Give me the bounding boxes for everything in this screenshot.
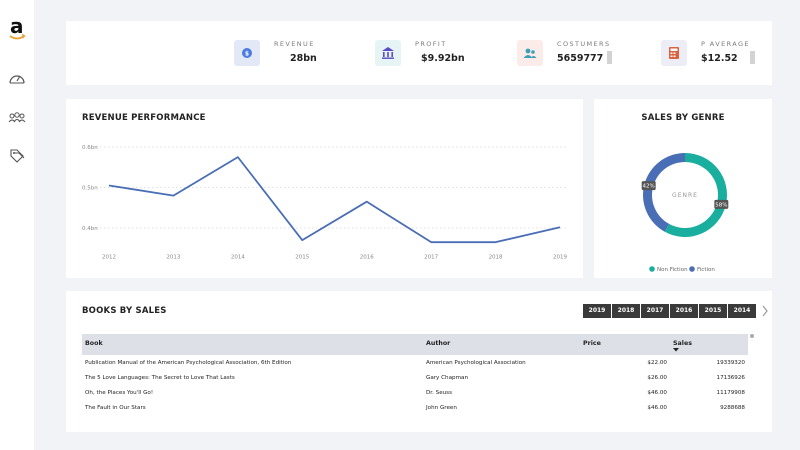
x-tick-label: 2018 [489,255,503,261]
x-tick-label: 2016 [360,255,374,261]
y-tick-label: 0.4bn [82,226,98,232]
legend-dot [689,266,695,272]
header-author[interactable]: Author [426,340,451,347]
tags-icon[interactable] [7,146,27,166]
legend-dot [649,266,655,272]
kpi-profit-value: $9.92bn [421,53,465,64]
revenue-data-point[interactable] [366,200,368,202]
sales-by-genre-card: SALES BY GENRE 58% 42% GENRE Non Fiction Fic… [594,99,772,278]
legend-label[interactable]: Non Fiction [657,267,688,273]
table-header: Book Author Price Sales [82,334,748,355]
revenue-data-point[interactable] [237,156,239,158]
x-tick-label: 2012 [102,255,116,261]
kpi-customers-icon-box [517,40,543,66]
cell-price: $46.00 [647,405,667,411]
table-row[interactable]: The Fault in Our Stars John Green $46.00… [82,402,748,416]
people-icon[interactable] [7,108,27,128]
cell-book: The Fault in Our Stars [85,405,146,411]
amazon-logo-letter: a [10,14,24,38]
scrollbar-thumb[interactable] [750,334,754,338]
y-tick-label: 0.5bn [82,186,98,192]
genre-slice-non-fiction[interactable] [664,153,727,237]
slice-label-bg [714,199,729,209]
kpi-customers-bar [607,51,612,64]
kpi-profit-label: PROFIT [415,40,447,48]
chevron-right-icon[interactable] [760,304,770,318]
revenue-performance-card: REVENUE PERFORMANCE 0.6bn 0.5bn 0.4bn 2012 2… [66,99,583,278]
x-tick-label: 2013 [166,255,180,261]
genre-chart-title: SALES BY GENRE [641,113,725,123]
table-row[interactable]: Publication Manual of the American Psych… [82,357,748,371]
cell-price: $46.00 [647,390,667,396]
kpi-paverage-value: $12.52 [701,53,738,64]
header-price[interactable]: Price [583,340,601,347]
header-sales[interactable]: Sales [673,340,692,347]
kpi-customers-label: COSTUMERS [557,40,611,48]
cell-author: Dr. Seuss [426,390,453,396]
sidebar: a [0,0,34,450]
books-title: BOOKS BY SALES [82,306,167,316]
cell-book: The 5 Love Languages: The Secret to Love… [85,375,235,381]
cell-sales: 9288688 [720,405,745,411]
year-filter-2017[interactable]: 2017 [641,304,669,318]
revenue-data-point[interactable] [108,184,110,186]
revenue-data-point[interactable] [494,241,496,243]
kpi-card [66,21,772,85]
cell-sales: 19339320 [716,360,745,366]
slice-label: 42% [643,184,655,190]
table-row[interactable]: Oh, the Places You'll Go! Dr. Seuss $46.… [82,387,748,401]
kpi-paverage-icon-box [661,40,687,66]
cell-book: Oh, the Places You'll Go! [85,390,154,396]
legend-label[interactable]: Fiction [697,267,715,273]
kpi-profit-icon-box [375,40,401,66]
revenue-chart-title: REVENUE PERFORMANCE [82,113,206,123]
cell-book: Publication Manual of the American Psych… [85,360,292,366]
revenue-data-point[interactable] [172,194,174,196]
year-filter-2014[interactable]: 2014 [728,304,756,318]
revenue-data-point[interactable] [559,226,561,228]
year-filter-2019[interactable]: 2019 [583,304,611,318]
revenue-data-point[interactable] [430,241,432,243]
svg-text:$: $ [245,51,249,58]
kpi-customers-value: 5659777 [557,53,604,64]
cell-author: Gary Chapman [426,375,469,381]
cell-sales: 11179908 [716,390,745,396]
slice-label-bg [641,181,656,191]
y-tick-label: 0.6bn [82,145,98,151]
cell-author: American Psychological Association [426,360,526,366]
cell-author: John Green [426,405,457,411]
year-filter-2016[interactable]: 2016 [670,304,698,318]
x-tick-label: 2017 [424,255,438,261]
genre-slice-fiction[interactable] [643,153,685,232]
x-tick-label: 2019 [553,255,567,261]
year-filter-2015[interactable]: 2015 [699,304,727,318]
amazon-logo[interactable]: a [5,14,29,44]
year-filter-2018[interactable]: 2018 [612,304,640,318]
slice-label: 58% [715,202,727,208]
kpi-paverage-label: P AVERAGE [701,40,750,48]
revenue-data-point[interactable] [301,239,303,241]
calculator-icon [669,47,679,59]
x-tick-label: 2015 [295,255,309,261]
kpi-revenue-label: REVENUE [274,40,315,48]
revenue-icon: $ [242,48,252,58]
kpi-revenue-icon-box: $ [234,40,260,66]
table-row[interactable]: The 5 Love Languages: The Secret to Love… [82,372,748,386]
cell-price: $26.00 [647,375,667,381]
kpi-paverage-bar [750,51,755,64]
gauge-icon[interactable] [7,69,27,89]
kpi-revenue-value: 28bn [290,53,317,64]
donut-center-label: GENRE [672,192,698,199]
sort-desc-icon[interactable] [673,348,679,352]
cell-price: $22.00 [647,360,667,366]
x-tick-label: 2014 [231,255,245,261]
revenue-line-chart: 0.6bn 0.5bn 0.4bn 2012 2013 2014 2015 2016 2017 2… [82,145,567,261]
cell-sales: 17136926 [716,375,745,381]
bank-icon [382,47,394,59]
header-book[interactable]: Book [85,340,103,347]
revenue-series-line[interactable] [108,156,561,244]
customers-icon [523,48,537,58]
genre-donut-chart: 58% 42% GENRE Non Fiction Fiction [641,153,729,273]
